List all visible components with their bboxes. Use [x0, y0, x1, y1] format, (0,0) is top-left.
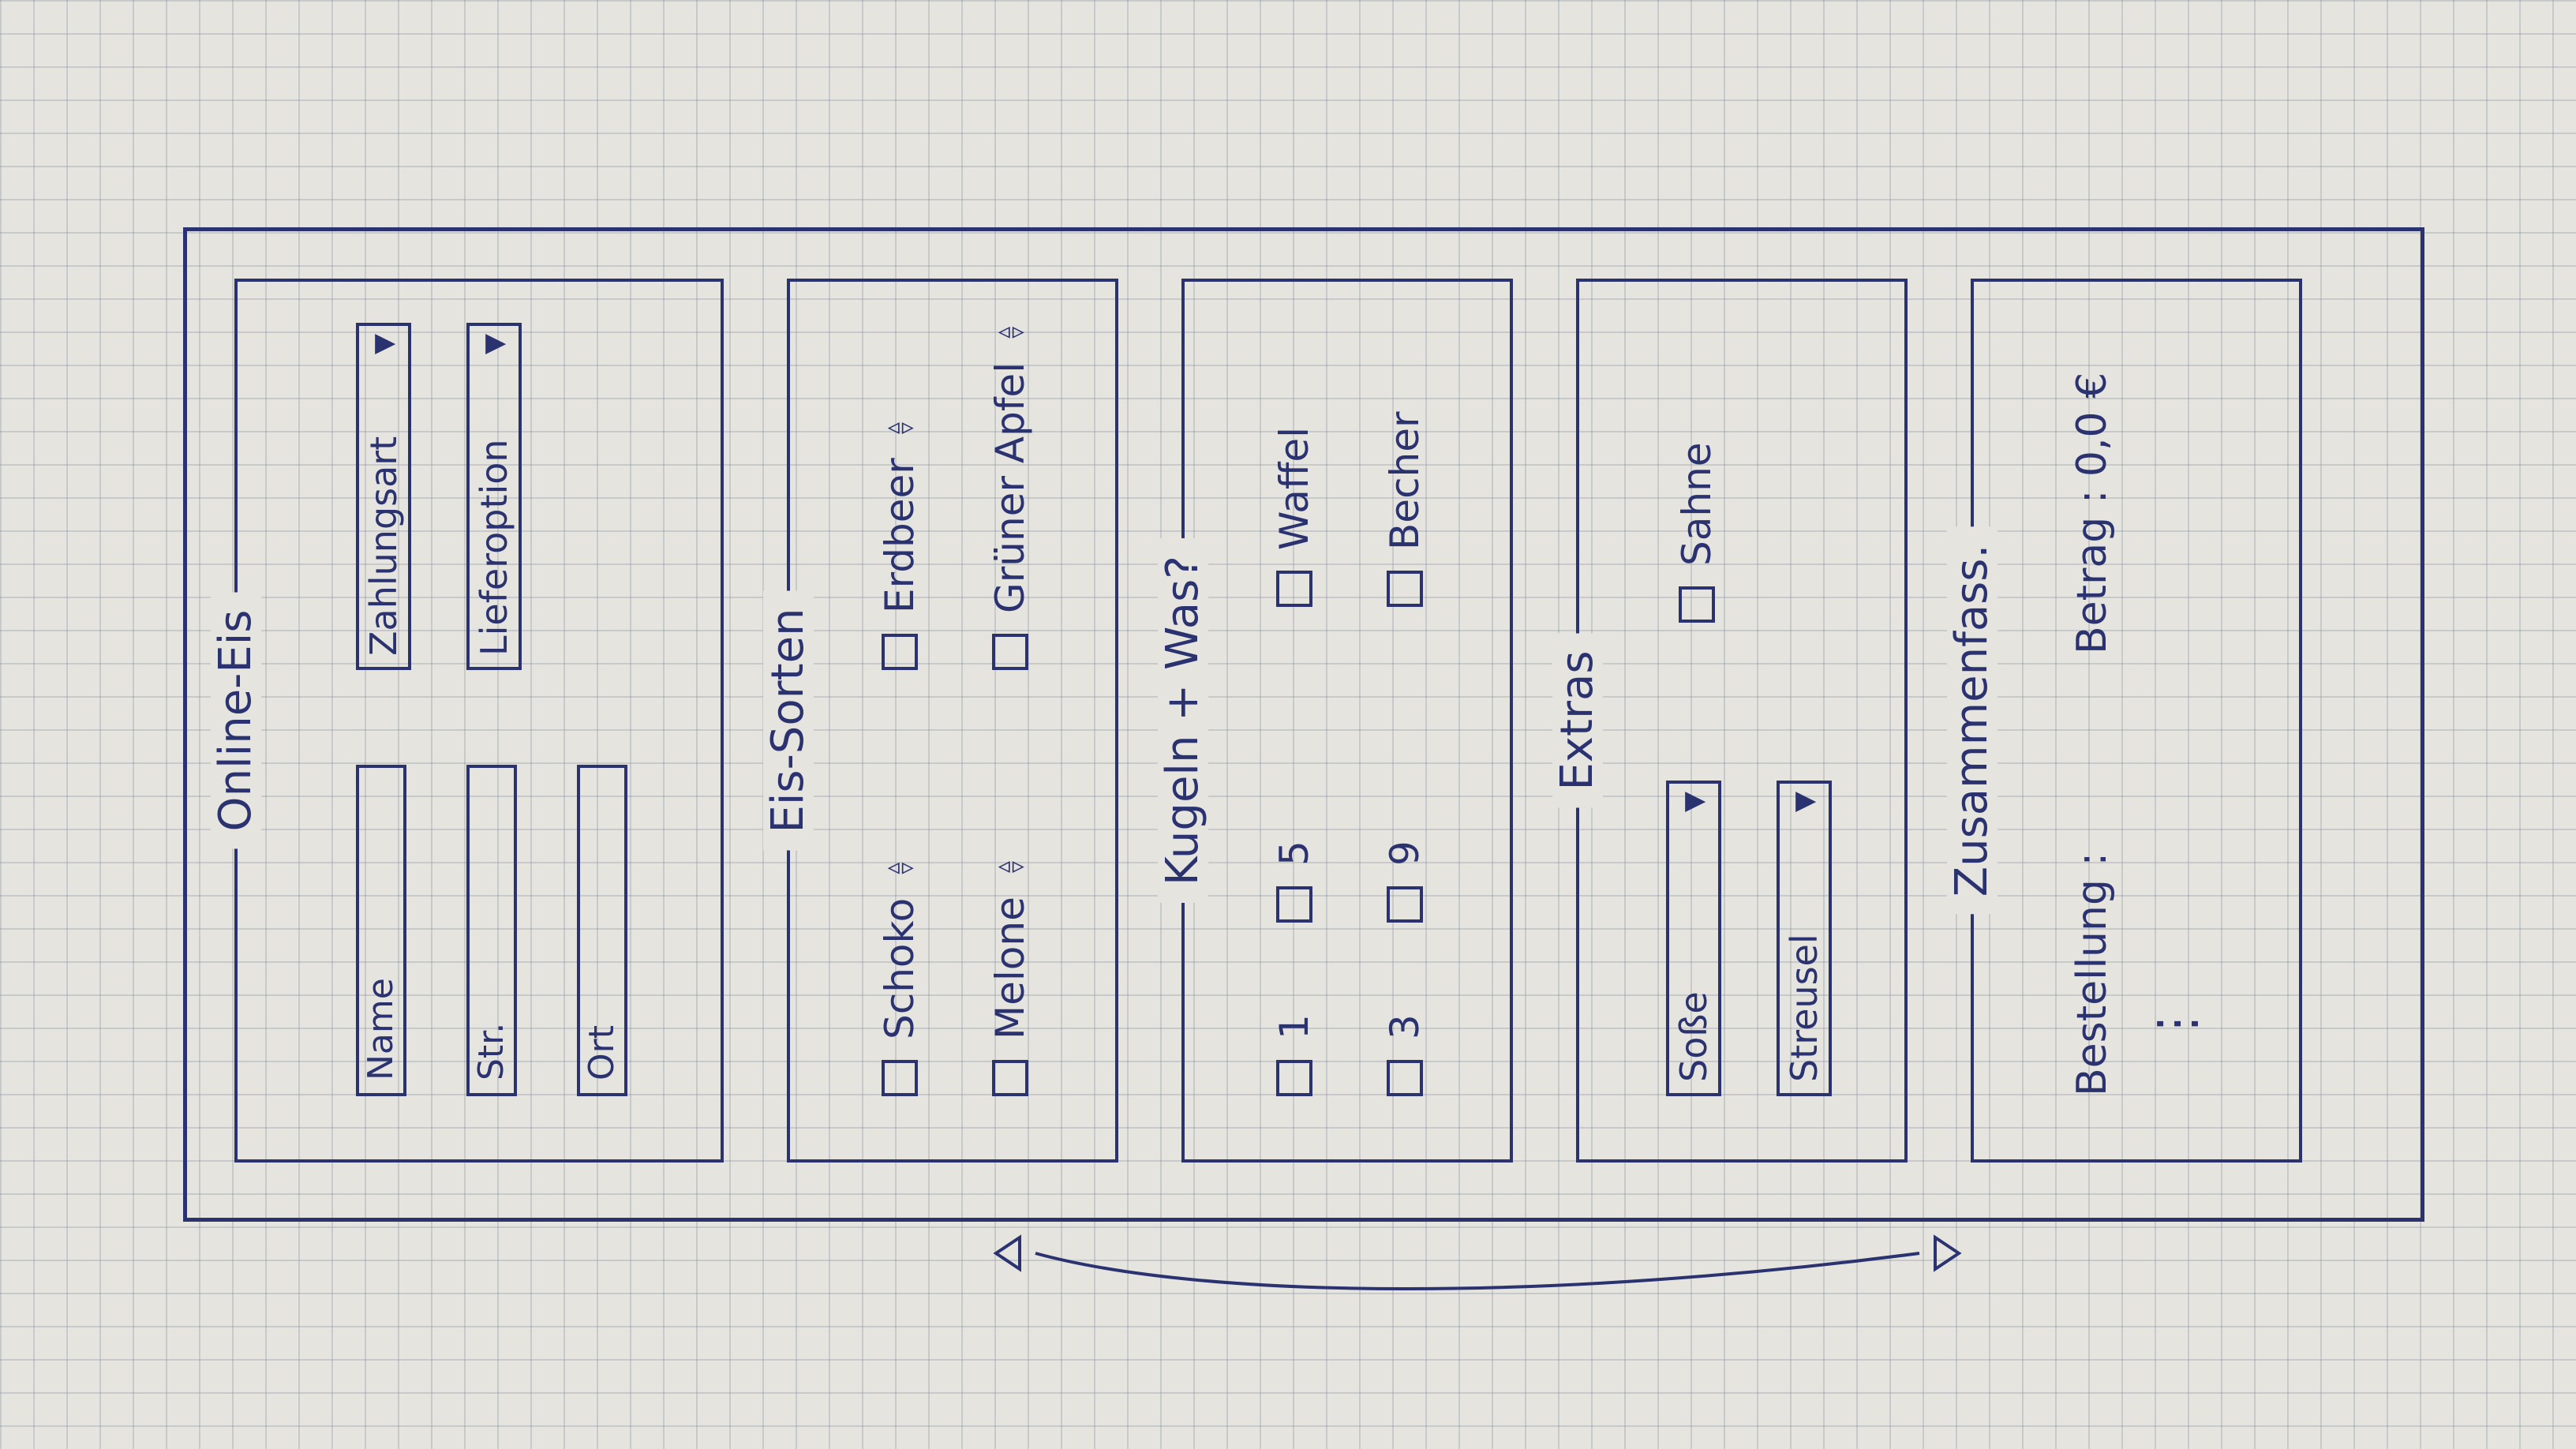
scoop-count-label: 5 — [1271, 841, 1317, 866]
sauce-select[interactable]: Soße ▼ — [1666, 781, 1721, 1096]
delivery-select[interactable]: Lieferoption ▼ — [466, 323, 522, 670]
container-checkbox[interactable]: Becher — [1382, 411, 1428, 607]
checkbox-box[interactable] — [992, 634, 1028, 670]
sprinkles-select[interactable]: Streusel ▼ — [1777, 781, 1832, 1096]
cream-checkbox[interactable]: Sahne — [1674, 442, 1720, 623]
flavors-legend: Eis-Sorten — [762, 590, 814, 851]
flavor-checkbox[interactable]: Schoko ▵ ▿ — [877, 863, 923, 1096]
extras-group: Extras Soße ▼ Streusel ▼ Sahne — [1552, 279, 1908, 1163]
checkbox-box[interactable] — [1276, 571, 1312, 607]
payment-select[interactable]: Zahlungsart ▼ — [356, 323, 411, 670]
checkbox-box[interactable] — [882, 634, 918, 670]
triangle-down-icon: ▼ — [478, 334, 510, 355]
sprinkles-select-label: Streusel — [1783, 934, 1825, 1082]
cream-label: Sahne — [1674, 442, 1720, 566]
checkbox-box[interactable] — [1387, 886, 1423, 923]
triangle-down-icon: ▼ — [1788, 792, 1820, 813]
street-input[interactable]: Str. — [466, 765, 517, 1096]
container-label: Waffel — [1271, 427, 1317, 550]
scoop-count-label: 3 — [1382, 1014, 1428, 1039]
flavor-checkbox[interactable]: Melone ▵ ▿ — [987, 861, 1033, 1096]
checkbox-box[interactable] — [1387, 1060, 1423, 1096]
payment-select-label: Zahlungsart — [362, 436, 405, 656]
scoops-legend: Kugeln + Was? — [1157, 537, 1208, 904]
flavor-label: Schoko — [877, 897, 923, 1039]
name-input[interactable]: Name — [356, 765, 406, 1096]
checkbox-box[interactable] — [1276, 1060, 1312, 1096]
container-label: Becher — [1382, 411, 1428, 550]
scoop-count-checkbox[interactable]: 5 — [1271, 841, 1317, 923]
city-input[interactable]: Ort — [577, 765, 627, 1096]
order-more-indicator: ⋮ — [2147, 998, 2206, 1049]
checkbox-box[interactable] — [1276, 886, 1312, 923]
scoop-count-checkbox[interactable]: 3 — [1382, 1014, 1428, 1096]
checkbox-box[interactable] — [992, 1060, 1028, 1096]
flavor-checkbox[interactable]: Erdbeer ▵ ▿ — [877, 422, 923, 670]
sketch-stage: Online-Eis Name Str. Ort Zahlungsart ▼ L… — [120, 196, 2456, 1290]
amount-label: Betrag : 0,0 € — [2069, 372, 2116, 654]
sauce-select-label: Soße — [1672, 991, 1715, 1082]
flavor-label: Erdbeer — [877, 458, 923, 613]
flavor-label: Melone — [987, 897, 1033, 1039]
flavor-checkbox[interactable]: Grüner Apfel ▵ ▿ — [987, 327, 1033, 670]
scoop-count-checkbox[interactable]: 9 — [1382, 841, 1428, 923]
up-down-arrows-icon[interactable]: ▵ ▿ — [878, 422, 920, 435]
curved-double-arrow-icon — [993, 1234, 1962, 1290]
delivery-select-label: Lieferoption — [473, 439, 515, 656]
scoop-count-label: 9 — [1382, 841, 1428, 866]
up-down-arrows-icon[interactable]: ▵ ▿ — [989, 861, 1031, 874]
checkbox-box[interactable] — [882, 1060, 918, 1096]
container-checkbox[interactable]: Waffel — [1271, 427, 1317, 607]
app-window: Online-Eis Name Str. Ort Zahlungsart ▼ L… — [183, 227, 2424, 1222]
summary-legend: Zusammenfass. — [1946, 526, 1998, 915]
order-label: Bestellung : — [2069, 852, 2116, 1096]
window-title: Online-Eis — [210, 592, 261, 849]
checkbox-box[interactable] — [1387, 571, 1423, 607]
triangle-down-icon: ▼ — [1678, 792, 1709, 813]
up-down-arrows-icon[interactable]: ▵ ▿ — [878, 862, 920, 874]
checkbox-box[interactable] — [1679, 586, 1715, 623]
scoop-count-label: 1 — [1271, 1014, 1317, 1039]
extras-legend: Extras — [1552, 633, 1603, 808]
summary-group: Zusammenfass. Bestellung : ⋮ Betrag : 0,… — [1946, 279, 2302, 1163]
flavors-group: Eis-Sorten Schoko ▵ ▿ Erdbeer ▵ ▿ Melone ▵… — [762, 279, 1118, 1163]
up-down-arrows-icon[interactable]: ▵ ▿ — [989, 326, 1031, 339]
scoops-group: Kugeln + Was? 1 5 3 9 Waffel — [1157, 279, 1513, 1163]
customer-group: Online-Eis Name Str. Ort Zahlungsart ▼ L… — [210, 279, 724, 1163]
flavor-label: Grüner Apfel — [987, 361, 1033, 613]
scoop-count-checkbox[interactable]: 1 — [1271, 1014, 1317, 1096]
triangle-down-icon: ▼ — [368, 334, 399, 355]
